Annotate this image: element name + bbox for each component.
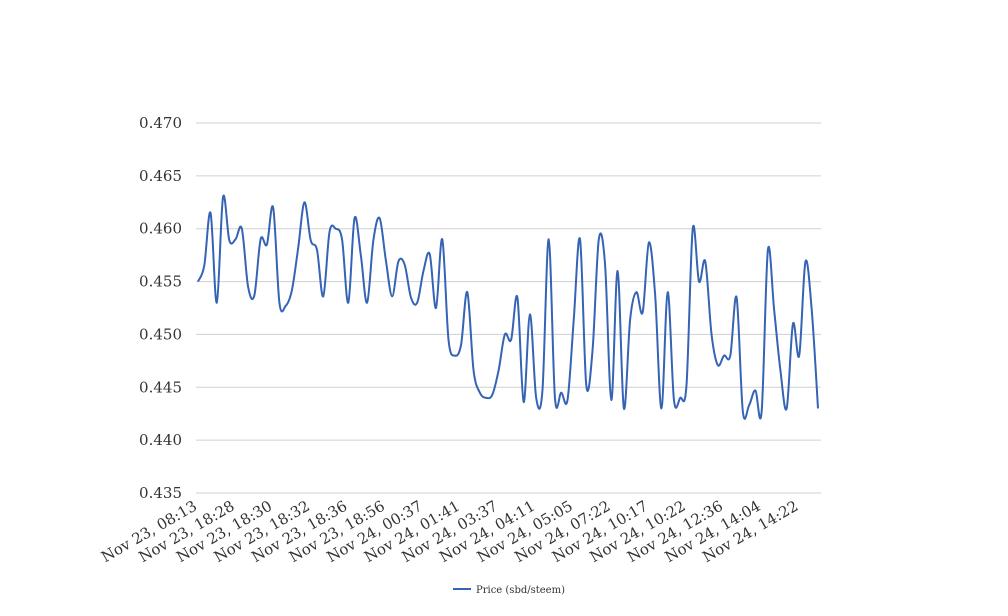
- price-line: [197, 194, 819, 420]
- y-tick-label: 0.460: [139, 220, 182, 238]
- y-tick-label: 0.440: [139, 431, 182, 449]
- y-tick-label: 0.445: [139, 378, 182, 396]
- y-tick-label: 0.470: [139, 114, 182, 132]
- y-tick-label: 0.455: [139, 273, 182, 291]
- legend-label: Price (sbd/steem): [476, 585, 565, 596]
- y-tick-label: 0.465: [139, 167, 182, 185]
- y-tick-label: 0.450: [139, 325, 182, 343]
- y-tick-label: 0.435: [139, 484, 182, 502]
